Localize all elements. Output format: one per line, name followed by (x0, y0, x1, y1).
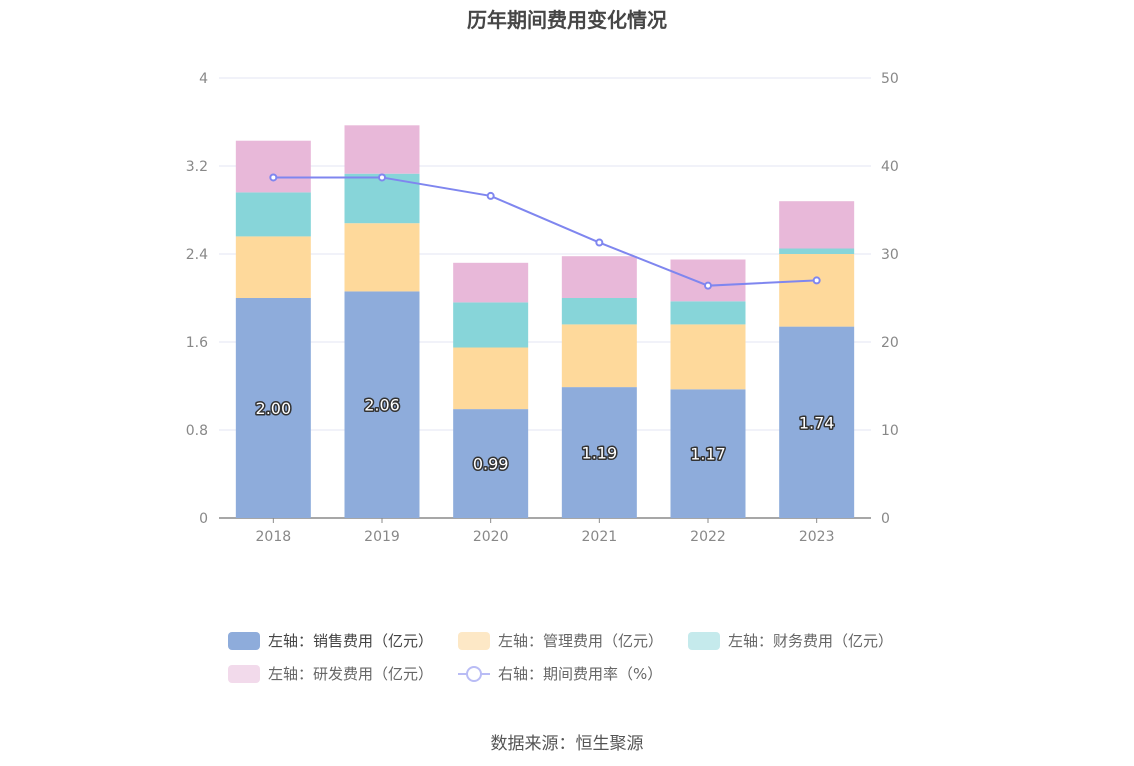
bar-segment-1 (779, 254, 855, 327)
bar-data-label: 1.17 (690, 445, 726, 464)
x-tick-label: 2022 (690, 529, 726, 545)
bar-segment-0 (453, 409, 529, 518)
legend-label-sales: 左轴：销售费用（亿元） (268, 632, 434, 650)
legend-swatch-sales (228, 631, 260, 650)
y-left-tick-label: 4 (199, 71, 208, 87)
bar-segment-1 (235, 236, 311, 298)
data-source: 数据来源：恒生聚源 (490, 734, 644, 754)
legend-item-sales[interactable]: 左轴：销售费用（亿元） (228, 630, 433, 651)
chart-plot: 0 0 0.8 10 1.6 20 2.4 30 3.2 40 4 50 2018 2.00 2019 2.0… (186, 71, 899, 545)
bar-segment-1 (561, 324, 637, 388)
y-right-tick-label: 0 (881, 511, 890, 527)
y-right-tick-label: 20 (881, 335, 899, 351)
legend-swatch-rate (458, 665, 490, 683)
y-right-tick-label: 30 (881, 247, 899, 263)
rate-point (378, 173, 386, 182)
rate-line (273, 176, 817, 287)
bar-segment-1 (344, 223, 420, 292)
legend-item-admin[interactable]: 左轴：管理费用（亿元） (458, 630, 663, 651)
rate-point (269, 173, 278, 182)
bar-segment-1 (453, 347, 529, 410)
legend-swatch-finance (688, 631, 720, 650)
bar-data-label: 2.00 (256, 399, 292, 418)
y-right-tick-label: 40 (881, 159, 899, 175)
bar-segment-0 (235, 298, 311, 518)
bar-segment-3 (235, 140, 311, 193)
bar-segment-3 (670, 259, 746, 302)
y-right-tick-label: 10 (881, 423, 899, 439)
legend-label-rate: 右轴：期间费用率（%） (498, 665, 663, 683)
bar-data-label: 1.19 (582, 444, 618, 463)
legend-item-rate[interactable]: 右轴：期间费用率（%） (458, 663, 662, 684)
legend-label-admin: 左轴：管理费用（亿元） (498, 632, 664, 650)
legend-label-finance: 左轴：财务费用（亿元） (728, 632, 894, 650)
bar-segment-3 (344, 125, 420, 174)
legend-swatch-admin (458, 631, 490, 650)
x-tick-label: 2021 (582, 529, 618, 545)
rate-point (595, 238, 604, 247)
legend-label-rd: 左轴：研发费用（亿元） (268, 665, 434, 683)
legend-swatch-rd (228, 664, 260, 683)
bar-data-label: 1.74 (799, 413, 835, 432)
x-tick-label: 2019 (364, 529, 400, 545)
bar-segment-0 (561, 387, 637, 518)
bar-segment-3 (453, 262, 529, 303)
bar-segment-0 (779, 326, 855, 518)
rate-point (812, 276, 821, 285)
legend-item-rd[interactable]: 左轴：研发费用（亿元） (228, 663, 433, 684)
rate-point (486, 191, 495, 200)
bar-data-label: 2.06 (364, 396, 400, 415)
x-tick-label: 2018 (256, 529, 292, 545)
bar-segment-2 (235, 192, 311, 237)
y-left-tick-label: 3.2 (186, 159, 208, 175)
bar-segment-1 (670, 324, 746, 390)
bar-segment-0 (344, 291, 420, 518)
legend-item-finance[interactable]: 左轴：财务费用（亿元） (688, 630, 893, 651)
y-left-tick-label: 2.4 (186, 247, 208, 263)
y-right-tick-label: 50 (881, 71, 899, 87)
bar-segment-2 (453, 302, 529, 348)
y-left-tick-label: 0 (199, 511, 208, 527)
bar-segment-3 (561, 256, 637, 298)
bar-segment-2 (561, 298, 637, 325)
y-left-tick-label: 1.6 (186, 335, 208, 351)
bar-segment-0 (670, 389, 746, 518)
bar-data-label: 0.99 (473, 455, 509, 474)
bar-segment-2 (670, 301, 746, 325)
x-tick-label: 2020 (473, 529, 509, 545)
bar-segment-3 (779, 201, 855, 249)
bar-segment-2 (779, 248, 855, 254)
rate-point (704, 281, 712, 290)
x-tick-label: 2023 (799, 529, 835, 545)
chart-title: 历年期间费用变化情况 (467, 8, 667, 32)
y-left-tick-label: 0.8 (186, 423, 208, 439)
